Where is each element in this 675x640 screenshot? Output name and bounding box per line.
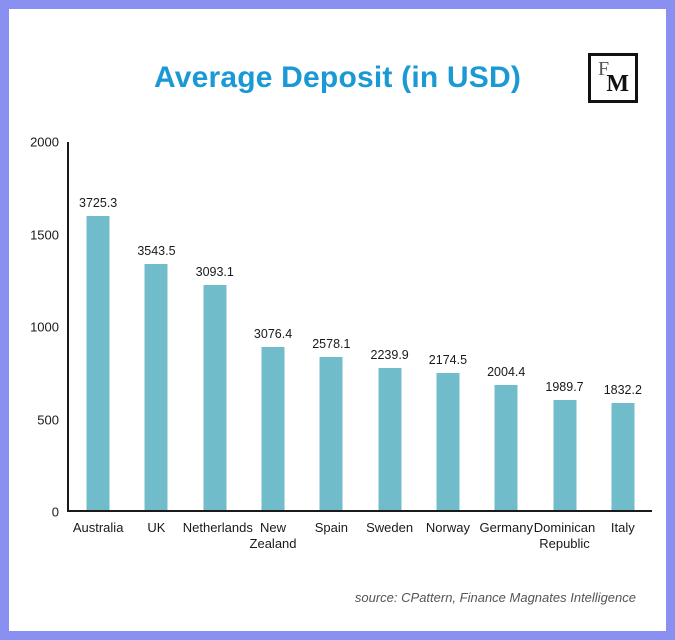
bar-value-label: 1989.7 [545,379,584,394]
bar-group: 1989.7 Dominican Republic [534,142,595,551]
bar-value-label: 3543.5 [137,243,176,258]
bar [86,215,110,510]
bar [378,367,402,510]
bar-group: 3076.4 New Zealand [244,142,302,551]
x-category-label: Sweden [366,520,414,535]
bar-group: 2239.9 Sweden [360,142,418,535]
bar [611,402,635,510]
x-category-label: UK [147,520,166,535]
bar-value-label: 3725.3 [79,195,118,210]
bar-value-label: 2239.9 [370,347,409,362]
bar-chart: 0 500 1000 1500 2000 3725.3 Australia 3543.5 UK… [19,135,655,602]
x-category-label: Netherlands [182,520,253,535]
bar-value-label: 2004.4 [487,365,526,380]
bar [436,373,460,510]
chart-canvas: Average Deposit (in USD) F M 0 500 1000 150… [9,9,666,631]
x-category-label: Spain [314,520,348,535]
source-note: source: CPattern, Finance Magnates Intel… [354,590,636,605]
y-tick-label: 1500 [30,227,59,242]
bar [144,263,168,510]
chart-title: Average Deposit (in USD) [153,61,522,94]
logo-letter-m: M [606,71,629,97]
bar [494,385,518,510]
y-tick-label: 2000 [30,134,59,150]
bar-value-label: 3093.1 [195,265,234,280]
finance-magnates-logo: F M [588,53,638,103]
bar [261,347,285,510]
bar-group: 2004.4 Germany [477,142,535,535]
x-category-label: New Zealand [249,520,297,552]
x-category-label: Norway [425,520,470,535]
y-tick-label: 0 [51,504,59,520]
bar-group: 3093.1 Netherlands [183,142,253,535]
y-axis: 0 500 1000 1500 2000 [19,135,67,520]
bar-value-label: 3076.4 [253,327,293,342]
bar [203,285,227,510]
x-category-label: Italy [610,520,635,535]
bar-group: 3543.5 UK [127,142,185,535]
bar-value-label: 1832.2 [603,382,642,397]
bar [319,357,343,510]
bar-group: 3725.3 Australia [69,142,127,535]
bar-group: 1832.2 Italy [594,142,652,535]
plot-area: 3725.3 Australia 3543.5 UK 3093.1 Netherlands… [67,142,652,551]
x-category-label: Dominican Republic [533,520,596,552]
bar [553,399,577,510]
x-category-label: Australia [72,520,124,535]
x-category-label: Germany [479,520,533,535]
bar-group: 2578.1 Spain [302,142,360,535]
bar-group: 2174.5 Norway [419,142,477,535]
bar-value-label: 2174.5 [428,353,468,368]
y-tick-label: 500 [37,412,59,427]
y-tick-label: 1000 [30,319,59,335]
bar-value-label: 2578.1 [312,337,351,352]
logo-letter-f: F [598,58,610,80]
